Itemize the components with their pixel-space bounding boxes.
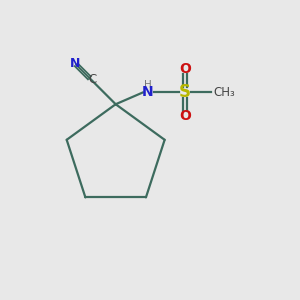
Text: O: O bbox=[179, 109, 191, 123]
Text: C: C bbox=[88, 73, 96, 86]
Text: N: N bbox=[70, 57, 80, 70]
Text: H: H bbox=[144, 80, 152, 90]
Text: N: N bbox=[142, 85, 154, 100]
Text: O: O bbox=[179, 62, 191, 76]
Text: S: S bbox=[179, 83, 191, 101]
Text: CH₃: CH₃ bbox=[214, 86, 236, 99]
